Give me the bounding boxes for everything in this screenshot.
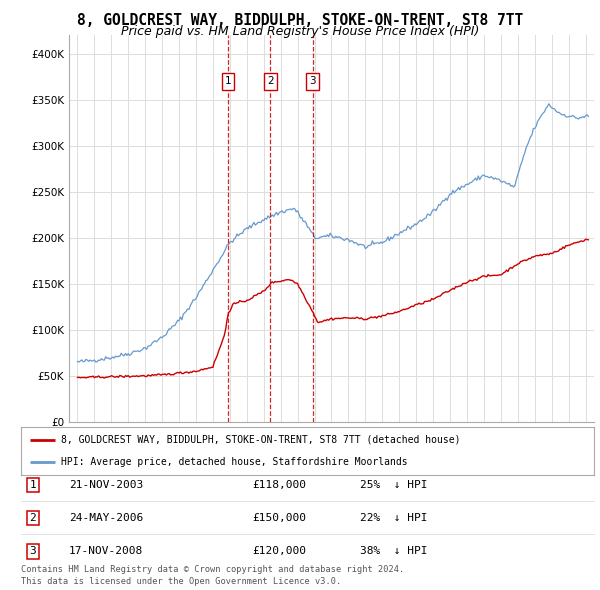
Text: 22%  ↓ HPI: 22% ↓ HPI xyxy=(360,513,427,523)
Text: 8, GOLDCREST WAY, BIDDULPH, STOKE-ON-TRENT, ST8 7TT: 8, GOLDCREST WAY, BIDDULPH, STOKE-ON-TRE… xyxy=(77,13,523,28)
Text: 2: 2 xyxy=(267,77,274,86)
Text: £150,000: £150,000 xyxy=(252,513,306,523)
Text: 24-MAY-2006: 24-MAY-2006 xyxy=(69,513,143,523)
Text: 38%  ↓ HPI: 38% ↓ HPI xyxy=(360,546,427,556)
Text: 17-NOV-2008: 17-NOV-2008 xyxy=(69,546,143,556)
Text: £118,000: £118,000 xyxy=(252,480,306,490)
Text: 1: 1 xyxy=(225,77,232,86)
Text: Contains HM Land Registry data © Crown copyright and database right 2024.: Contains HM Land Registry data © Crown c… xyxy=(21,565,404,574)
Text: 8, GOLDCREST WAY, BIDDULPH, STOKE-ON-TRENT, ST8 7TT (detached house): 8, GOLDCREST WAY, BIDDULPH, STOKE-ON-TRE… xyxy=(61,435,461,445)
Text: 21-NOV-2003: 21-NOV-2003 xyxy=(69,480,143,490)
Text: HPI: Average price, detached house, Staffordshire Moorlands: HPI: Average price, detached house, Staf… xyxy=(61,457,408,467)
Text: 3: 3 xyxy=(29,546,37,556)
Text: 2: 2 xyxy=(29,513,37,523)
Text: £120,000: £120,000 xyxy=(252,546,306,556)
Text: 3: 3 xyxy=(309,77,316,86)
Text: This data is licensed under the Open Government Licence v3.0.: This data is licensed under the Open Gov… xyxy=(21,577,341,586)
Text: 25%  ↓ HPI: 25% ↓ HPI xyxy=(360,480,427,490)
Text: 1: 1 xyxy=(29,480,37,490)
Text: Price paid vs. HM Land Registry's House Price Index (HPI): Price paid vs. HM Land Registry's House … xyxy=(121,25,479,38)
